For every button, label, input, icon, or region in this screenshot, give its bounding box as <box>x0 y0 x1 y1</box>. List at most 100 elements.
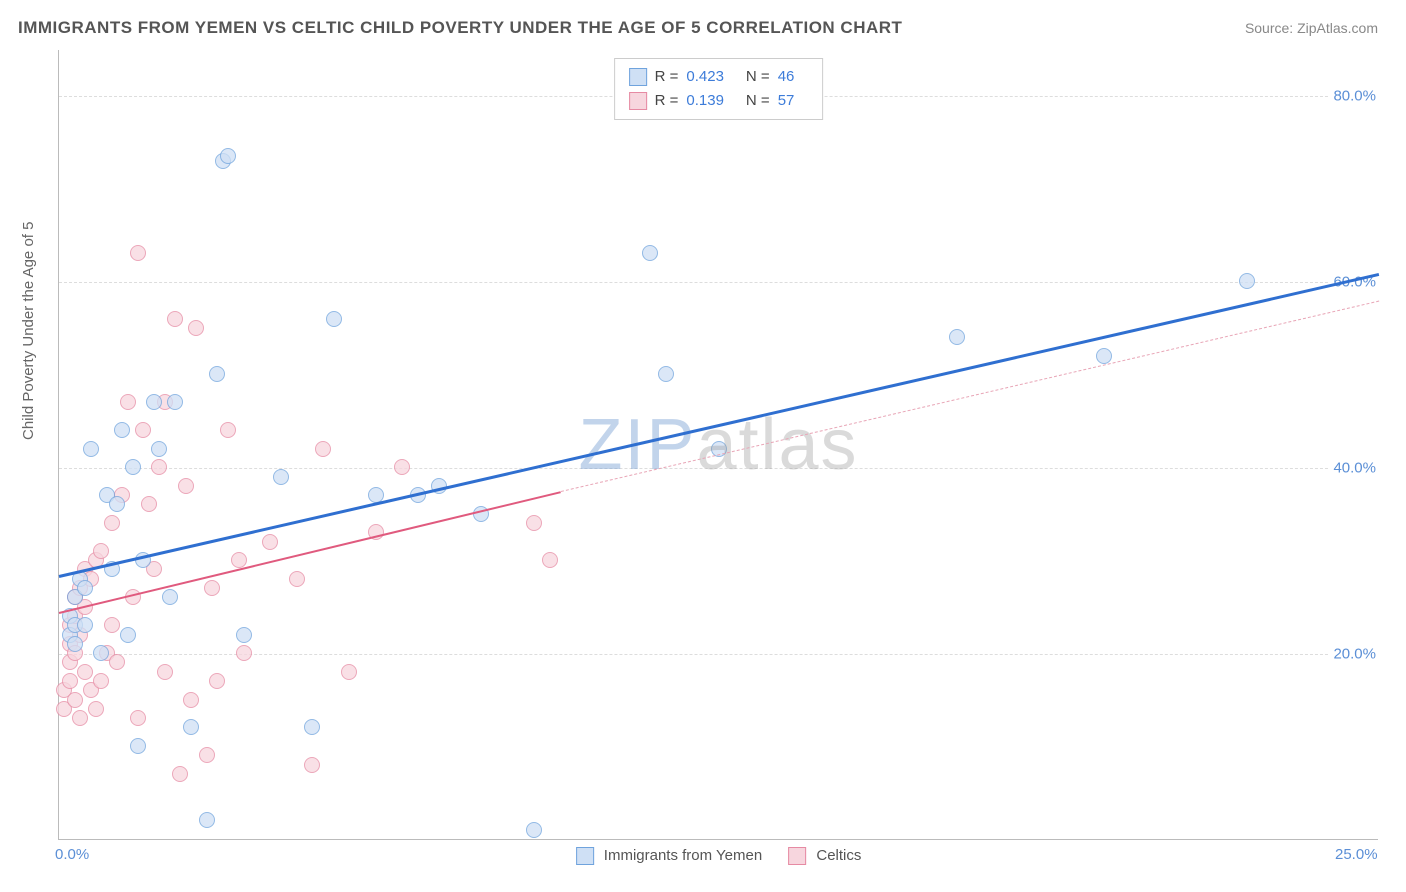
scatter-point-yemen <box>949 329 965 345</box>
legend-swatch-yemen <box>576 847 594 865</box>
scatter-point-yemen <box>151 441 167 457</box>
legend-n-label: N = <box>746 89 770 113</box>
scatter-point-celtics <box>204 580 220 596</box>
scatter-point-yemen <box>199 812 215 828</box>
legend-correlation-box: R = 0.423 N = 46 R = 0.139 N = 57 <box>614 58 824 120</box>
legend-item-celtics: Celtics <box>788 847 861 865</box>
legend-r-label: R = <box>655 65 679 89</box>
scatter-point-celtics <box>77 664 93 680</box>
source-value: ZipAtlas.com <box>1297 20 1378 36</box>
scatter-point-celtics <box>67 692 83 708</box>
scatter-point-celtics <box>135 422 151 438</box>
x-tick-label: 0.0% <box>55 846 89 863</box>
source-label: Source: <box>1245 20 1293 36</box>
legend-n-yemen: 46 <box>778 65 795 89</box>
trend-line <box>59 273 1380 578</box>
scatter-point-celtics <box>62 673 78 689</box>
scatter-point-celtics <box>151 459 167 475</box>
scatter-point-celtics <box>104 617 120 633</box>
scatter-point-yemen <box>114 422 130 438</box>
trend-line <box>560 301 1379 493</box>
scatter-point-celtics <box>157 664 173 680</box>
scatter-point-yemen <box>642 245 658 261</box>
scatter-point-yemen <box>209 366 225 382</box>
scatter-point-celtics <box>141 496 157 512</box>
legend-label-yemen: Immigrants from Yemen <box>604 847 762 864</box>
scatter-point-yemen <box>93 645 109 661</box>
scatter-point-celtics <box>72 710 88 726</box>
scatter-point-celtics <box>262 534 278 550</box>
scatter-point-yemen <box>1096 348 1112 364</box>
scatter-point-celtics <box>188 320 204 336</box>
scatter-point-celtics <box>220 422 236 438</box>
scatter-point-celtics <box>236 645 252 661</box>
legend-series-box: Immigrants from Yemen Celtics <box>576 847 862 865</box>
scatter-point-yemen <box>326 311 342 327</box>
scatter-point-celtics <box>394 459 410 475</box>
scatter-point-celtics <box>104 515 120 531</box>
legend-r-yemen: 0.423 <box>686 65 724 89</box>
y-tick-label: 20.0% <box>1329 646 1380 663</box>
scatter-point-celtics <box>167 311 183 327</box>
source-attribution: Source: ZipAtlas.com <box>1245 20 1378 36</box>
scatter-point-celtics <box>526 515 542 531</box>
scatter-point-celtics <box>199 747 215 763</box>
scatter-point-celtics <box>88 701 104 717</box>
scatter-point-celtics <box>542 552 558 568</box>
legend-item-yemen: Immigrants from Yemen <box>576 847 763 865</box>
y-tick-label: 40.0% <box>1329 460 1380 477</box>
scatter-point-celtics <box>178 478 194 494</box>
scatter-point-yemen <box>77 580 93 596</box>
gridline <box>59 654 1378 655</box>
scatter-point-celtics <box>231 552 247 568</box>
legend-r-label: R = <box>655 89 679 113</box>
scatter-point-celtics <box>130 245 146 261</box>
scatter-point-yemen <box>220 148 236 164</box>
legend-row-yemen: R = 0.423 N = 46 <box>629 65 809 89</box>
scatter-point-yemen <box>120 627 136 643</box>
scatter-point-yemen <box>130 738 146 754</box>
y-tick-label: 80.0% <box>1329 88 1380 105</box>
scatter-point-celtics <box>315 441 331 457</box>
legend-r-celtics: 0.139 <box>686 89 724 113</box>
scatter-point-celtics <box>130 710 146 726</box>
scatter-point-yemen <box>183 719 199 735</box>
scatter-point-yemen <box>1239 273 1255 289</box>
x-tick-label: 25.0% <box>1335 846 1378 863</box>
scatter-point-yemen <box>109 496 125 512</box>
scatter-point-yemen <box>83 441 99 457</box>
scatter-point-celtics <box>120 394 136 410</box>
scatter-point-yemen <box>273 469 289 485</box>
scatter-point-yemen <box>304 719 320 735</box>
trend-line <box>59 491 561 614</box>
legend-swatch-celtics <box>629 92 647 110</box>
legend-n-celtics: 57 <box>778 89 795 113</box>
scatter-point-yemen <box>162 589 178 605</box>
scatter-point-celtics <box>289 571 305 587</box>
scatter-point-yemen <box>146 394 162 410</box>
chart-title: IMMIGRANTS FROM YEMEN VS CELTIC CHILD PO… <box>18 18 902 38</box>
chart-plot-area: ZIPatlas R = 0.423 N = 46 R = 0.139 N = … <box>58 50 1378 840</box>
scatter-point-celtics <box>109 654 125 670</box>
scatter-point-celtics <box>304 757 320 773</box>
scatter-point-yemen <box>658 366 674 382</box>
legend-row-celtics: R = 0.139 N = 57 <box>629 89 809 113</box>
scatter-point-celtics <box>209 673 225 689</box>
scatter-point-celtics <box>172 766 188 782</box>
legend-swatch-yemen <box>629 68 647 86</box>
legend-n-label: N = <box>746 65 770 89</box>
scatter-point-yemen <box>526 822 542 838</box>
scatter-point-yemen <box>125 459 141 475</box>
scatter-point-celtics <box>93 543 109 559</box>
gridline <box>59 468 1378 469</box>
scatter-point-yemen <box>236 627 252 643</box>
scatter-point-yemen <box>67 636 83 652</box>
scatter-point-yemen <box>77 617 93 633</box>
legend-label-celtics: Celtics <box>816 847 861 864</box>
gridline <box>59 282 1378 283</box>
scatter-point-celtics <box>93 673 109 689</box>
scatter-point-celtics <box>341 664 357 680</box>
y-axis-label: Child Poverty Under the Age of 5 <box>20 222 37 440</box>
scatter-point-yemen <box>167 394 183 410</box>
scatter-point-celtics <box>183 692 199 708</box>
